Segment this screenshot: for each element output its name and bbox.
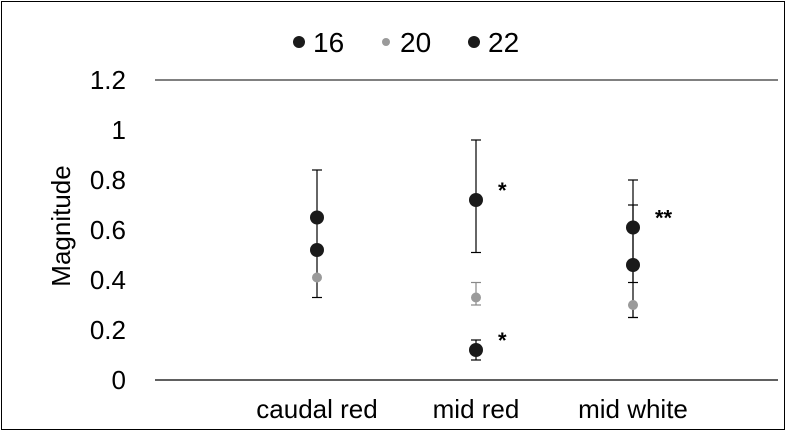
y-axis-ticks: 0 0.2 0.4 0.6 0.8 1 1.2	[90, 65, 126, 395]
legend-label: 16	[313, 27, 344, 58]
y-tick-label: 0.2	[90, 315, 126, 345]
data-point-16	[469, 343, 483, 357]
data-points	[310, 193, 640, 357]
annotation-star: *	[498, 178, 507, 203]
gridlines	[155, 79, 778, 381]
x-axis-categories: caudal red mid red mid white	[256, 394, 688, 424]
legend-marker	[293, 36, 305, 48]
annotation-star: **	[655, 206, 673, 231]
data-point-20	[312, 272, 322, 283]
data-point-16	[626, 258, 640, 272]
y-tick-label: 0	[112, 365, 126, 395]
y-tick-label: 1	[112, 115, 126, 145]
annotation-star: *	[498, 328, 507, 353]
legend-item: 20	[382, 27, 431, 58]
data-point-20	[471, 292, 481, 303]
x-category-label: mid white	[578, 394, 688, 424]
data-point-20	[628, 300, 638, 310]
data-point-22	[626, 220, 640, 235]
legend-item: 22	[468, 27, 519, 58]
significance-annotations: ****	[498, 178, 673, 353]
y-axis-title: Magnitude	[46, 165, 76, 286]
legend-item: 16	[293, 27, 344, 58]
error-bars	[312, 139, 638, 361]
y-tick-label: 1.2	[90, 65, 126, 95]
data-point-22	[310, 210, 324, 225]
legend-marker	[468, 36, 480, 48]
legend-label: 20	[400, 27, 431, 58]
x-category-label: mid red	[433, 394, 520, 424]
y-tick-label: 0.4	[90, 265, 126, 295]
legend-label: 22	[488, 27, 519, 58]
data-point-22	[469, 193, 483, 207]
x-category-label: caudal red	[256, 394, 377, 424]
legend: 16 20 22	[293, 27, 519, 58]
legend-marker	[382, 38, 390, 46]
y-tick-label: 0.8	[90, 165, 126, 195]
data-point-16	[310, 243, 324, 257]
y-tick-label: 0.6	[90, 215, 126, 245]
